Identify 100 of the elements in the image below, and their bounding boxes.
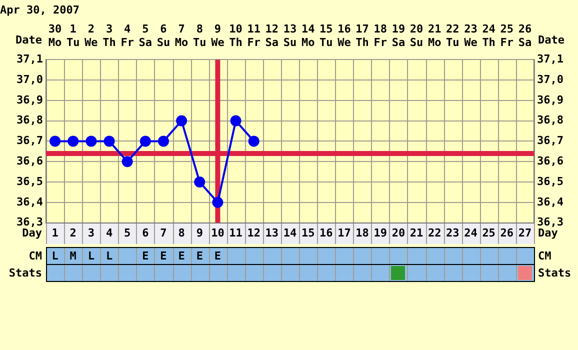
- x-tick-label: 26 Sa: [518, 22, 532, 49]
- x2-axis-title: Day: [538, 226, 558, 240]
- x-tick-label: 23 We: [464, 22, 478, 49]
- y-tick-label: 37,0: [16, 72, 43, 86]
- x-tick-label: 2 We: [84, 22, 98, 49]
- x2-tick-label: 15: [301, 226, 315, 240]
- x2-tick-label: 18: [356, 226, 369, 240]
- text: L: [52, 249, 58, 262]
- point: [50, 136, 61, 147]
- y2-tick-label: 36,3: [537, 216, 564, 229]
- x2-tick-label: 24: [464, 226, 478, 240]
- x2-tick-label: 5: [124, 226, 131, 240]
- x-tick-label: 15 Tu: [320, 22, 333, 49]
- x2-tick-label: 11: [229, 226, 243, 240]
- x-tick-label: 24 Th: [482, 22, 496, 49]
- text: E: [196, 249, 203, 262]
- y-tick-label: 36,7: [16, 134, 43, 148]
- y-tick-label: 36,6: [16, 154, 44, 168]
- text: L: [106, 249, 113, 262]
- x-tick-label: 30 Mo: [48, 22, 62, 49]
- point: [68, 136, 79, 147]
- point: [248, 136, 260, 147]
- y-tick-label: 36,8: [16, 114, 43, 127]
- y-tick-label: 37,1: [16, 52, 44, 66]
- x-axis-title: Date: [538, 33, 565, 46]
- x-tick-label: 25 Fr: [500, 22, 514, 49]
- x-tick-label: 17 Th: [356, 22, 369, 49]
- x2-tick-label: 16: [320, 226, 334, 240]
- x-tick-label: 3 Th: [102, 22, 116, 49]
- text: E: [178, 249, 185, 262]
- x2-tick-label: 2: [70, 226, 76, 240]
- x2-tick-label: 20: [392, 226, 406, 240]
- x-tick-label: 7 Mo: [174, 22, 189, 49]
- y2-tick-label: 36,4: [537, 195, 564, 208]
- x2-tick-label: 23: [446, 226, 460, 240]
- x-tick-label: 9 We: [211, 22, 225, 49]
- x2-tick-label: 14: [283, 226, 297, 240]
- x2-tick-label: 26: [500, 226, 514, 240]
- y2-tick-label: 37,0: [537, 72, 564, 86]
- y2-tick-label: CM: [538, 249, 552, 262]
- x2-tick-label: 8: [178, 226, 185, 240]
- text: E: [142, 249, 149, 262]
- y-tick-label: CM: [28, 249, 42, 262]
- text: E: [214, 249, 222, 262]
- x2-tick-label: 1: [52, 226, 59, 240]
- x-tick-label: 19 Sa: [392, 22, 406, 49]
- x2-tick-label: 9: [196, 226, 203, 240]
- x-tick-label: 13 Su: [283, 22, 297, 49]
- y2-tick-label: 36,6: [537, 154, 564, 168]
- x-tick-label: 4 Fr: [120, 22, 134, 49]
- x-tick-label: 1 Tu: [66, 22, 80, 49]
- y-tick-label: Stats: [8, 266, 42, 280]
- x-tick-label: 14 Mo: [301, 22, 316, 49]
- y-tick-label: 36,9: [16, 93, 43, 106]
- text: Day: [22, 226, 42, 240]
- y2-tick-label: 36,8: [537, 114, 564, 127]
- x-tick-label: 5 Sa: [138, 22, 152, 49]
- point: [122, 156, 133, 168]
- point: [176, 115, 188, 126]
- point: [140, 136, 151, 147]
- y2-tick-label: Stats: [538, 266, 572, 280]
- y-tick-label: 36,5: [16, 174, 43, 188]
- x-tick-label: 16 We: [338, 22, 352, 49]
- y2-tick-label: 37,1: [537, 52, 564, 66]
- text: M: [70, 249, 76, 262]
- x-tick-label: 22 Tu: [446, 22, 460, 49]
- x-tick-label: 6 Su: [156, 22, 170, 49]
- x2-tick-label: 6: [142, 226, 150, 240]
- x2-tick-label: 21: [410, 226, 424, 240]
- x-tick-label: 20 Su: [410, 22, 424, 49]
- text: Date: [16, 33, 42, 46]
- x2-tick-label: 10: [211, 226, 224, 240]
- y2-tick-label: 36,5: [537, 174, 564, 188]
- x2-tick-label: 13: [265, 226, 279, 240]
- x2-tick-label: 25: [482, 226, 496, 240]
- text: L: [88, 249, 94, 262]
- x2-tick-label: 3: [88, 226, 94, 240]
- x2-tick-label: 27: [518, 226, 532, 240]
- y-tick-label: 36,4: [16, 195, 44, 208]
- x-tick-label: 11 Fr: [247, 22, 261, 49]
- x-tick-label: 21 Mo: [428, 22, 442, 49]
- x2-tick-label: 12: [247, 226, 260, 240]
- x2-tick-label: 17: [338, 226, 351, 240]
- point: [212, 196, 224, 208]
- point: [194, 176, 206, 188]
- x2-tick-label: 7: [160, 226, 167, 240]
- x-tick-label: 18 Fr: [374, 22, 388, 49]
- x2-tick-label: 19: [374, 226, 387, 240]
- x2-tick-label: 22: [428, 226, 442, 240]
- y2-tick-label: 36,7: [537, 134, 564, 148]
- y2-tick-label: 36,9: [537, 93, 564, 106]
- x-tick-label: 8 Tu: [193, 22, 206, 49]
- point: [230, 115, 242, 126]
- x2-tick-label: 4: [106, 226, 113, 240]
- point: [104, 136, 115, 147]
- x-tick-label: 10 Th: [229, 22, 242, 49]
- point: [158, 136, 169, 147]
- x-tick-label: 12 Sa: [265, 22, 279, 49]
- chart-title: Apr 30, 2007: [0, 3, 80, 16]
- text: E: [160, 249, 167, 262]
